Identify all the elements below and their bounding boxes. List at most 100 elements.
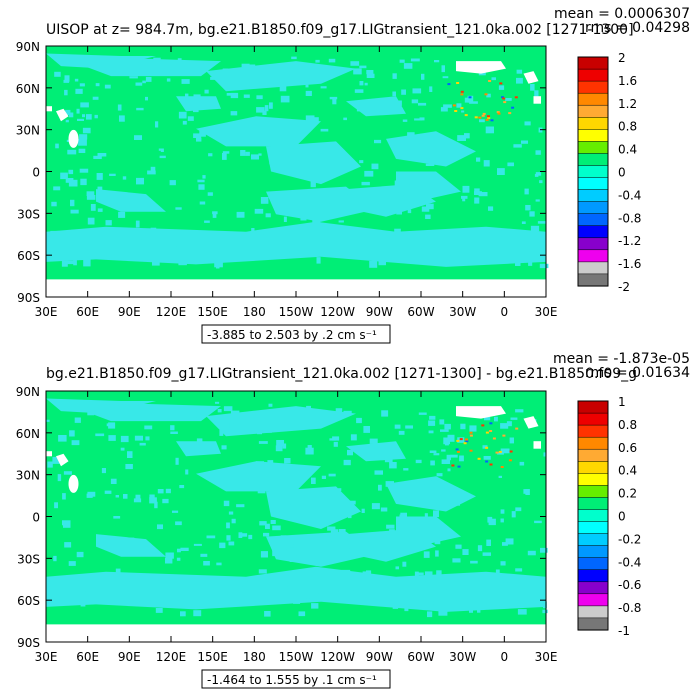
anomaly-speckle <box>414 238 421 246</box>
anomaly-speckle <box>348 500 356 505</box>
y-tick-label: 90N <box>16 40 40 54</box>
anomaly-speckle <box>535 586 543 592</box>
anomaly-speckle <box>470 560 478 564</box>
anomaly-speckle <box>542 609 548 614</box>
anomaly-speckle <box>230 111 238 116</box>
value-dot <box>451 464 455 467</box>
anomaly-speckle <box>67 149 77 155</box>
anomaly-speckle <box>196 438 203 443</box>
anomaly-speckle <box>61 260 68 267</box>
anomaly-speckle <box>447 468 451 472</box>
anomaly-speckle <box>223 406 233 412</box>
anomaly-speckle <box>106 423 114 427</box>
value-dot <box>496 111 500 114</box>
anomaly-speckle <box>494 416 498 422</box>
x-tick-label: 90W <box>366 650 393 664</box>
anomaly-speckle <box>450 249 459 256</box>
anomaly-speckle <box>369 438 378 444</box>
anomaly-speckle <box>119 549 124 552</box>
anomaly-speckle <box>58 435 67 442</box>
value-dot <box>457 465 461 468</box>
anomaly-speckle <box>356 104 361 112</box>
anomaly-speckle <box>53 186 61 191</box>
value-dot <box>489 430 493 432</box>
x-tick-label: 180 <box>243 305 266 319</box>
anomaly-speckle <box>236 504 245 508</box>
anomaly-speckle <box>117 104 122 111</box>
anomaly-speckle <box>115 568 121 576</box>
anomaly-speckle <box>480 247 484 253</box>
anomaly-speckle <box>464 133 470 139</box>
colorbar-segment <box>577 605 609 619</box>
anomaly-speckle <box>355 590 360 597</box>
anomaly-speckle <box>204 89 209 94</box>
anomaly-speckle <box>65 109 71 115</box>
anomaly-speckle <box>115 495 119 498</box>
value-dot <box>468 96 472 99</box>
anomaly-speckle <box>441 255 450 261</box>
anomaly-speckle <box>153 57 161 61</box>
anomaly-speckle <box>157 489 164 494</box>
colorbar-frame <box>577 56 609 287</box>
anomaly-speckle <box>119 115 125 122</box>
anomaly-speckle <box>385 481 394 487</box>
anomaly-speckle <box>343 532 348 540</box>
anomaly-region <box>46 221 546 267</box>
anomaly-speckle <box>469 425 477 432</box>
anomaly-speckle <box>320 128 329 132</box>
range-box <box>201 669 391 689</box>
value-dot <box>502 97 506 100</box>
x-tick-label: 30E <box>35 650 58 664</box>
anomaly-speckle <box>474 191 482 195</box>
value-dot <box>481 424 485 427</box>
anomaly-speckle <box>505 538 514 545</box>
anomaly-speckle <box>511 511 516 518</box>
anomaly-speckle <box>159 155 166 159</box>
anomaly-speckle <box>251 154 259 160</box>
anomaly-speckle <box>359 65 367 69</box>
anomaly-speckle <box>457 135 466 141</box>
anomaly-speckle <box>293 148 298 156</box>
anomaly-speckle <box>243 600 252 604</box>
anomaly-speckle <box>339 249 347 256</box>
anomaly-speckle <box>291 236 297 241</box>
anomaly-speckle <box>402 561 407 567</box>
value-dot <box>485 431 489 434</box>
colorbar-label: 0.6 <box>618 441 637 455</box>
anomaly-speckle <box>423 541 432 546</box>
value-dot <box>484 93 488 96</box>
anomaly-speckle <box>332 97 337 105</box>
anomaly-speckle <box>150 166 156 174</box>
x-tick-label: 30E <box>535 650 558 664</box>
anomaly-speckle <box>436 570 442 577</box>
anomaly-speckle <box>497 452 504 455</box>
anomaly-speckle <box>248 474 252 479</box>
anomaly-speckle <box>524 121 531 126</box>
y-tick-label: 90S <box>17 291 40 305</box>
anomaly-speckle <box>353 587 358 591</box>
value-dot <box>501 96 504 99</box>
colorbar-segment <box>577 68 609 82</box>
anomaly-speckle <box>381 237 388 243</box>
anomaly-speckle <box>181 597 187 602</box>
anomaly-speckle <box>51 201 57 207</box>
anomaly-speckle <box>267 460 274 465</box>
anomaly-speckle <box>274 489 283 492</box>
anomaly-speckle <box>315 248 320 253</box>
anomaly-speckle <box>400 183 404 186</box>
land-mask <box>533 96 541 104</box>
value-dot <box>456 82 460 84</box>
anomaly-speckle <box>311 603 319 609</box>
colorbar-segment <box>577 569 609 583</box>
value-dot <box>447 83 451 86</box>
anomaly-speckle <box>50 230 59 234</box>
anomaly-speckle <box>82 127 91 134</box>
land-mask <box>68 129 79 148</box>
anomaly-speckle <box>109 173 116 176</box>
anomaly-speckle <box>196 137 202 142</box>
anomaly-speckle <box>262 581 270 585</box>
anomaly-speckle <box>79 134 88 140</box>
anomaly-speckle <box>434 60 440 63</box>
anomaly-speckle <box>310 180 316 188</box>
anomaly-speckle <box>361 194 371 198</box>
